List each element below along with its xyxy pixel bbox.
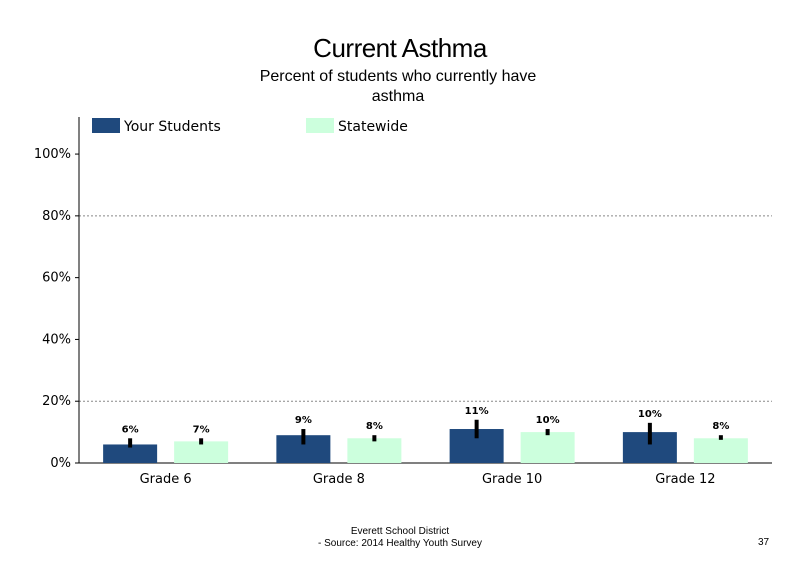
y-tick-label: 100% xyxy=(34,147,71,162)
footer-source: - Source: 2014 Healthy Youth Survey xyxy=(318,538,482,549)
bar-statewide xyxy=(347,438,402,463)
data-label: 9% xyxy=(295,415,312,426)
data-label: 8% xyxy=(712,421,729,432)
bar-statewide xyxy=(693,438,748,463)
y-tick-label: 20% xyxy=(42,394,71,409)
x-category-label: Grade 12 xyxy=(655,472,715,487)
x-category-label: Grade 6 xyxy=(140,472,192,487)
data-label: 10% xyxy=(638,409,662,420)
data-label: 8% xyxy=(366,421,383,432)
x-category-label: Grade 10 xyxy=(482,472,542,487)
data-label: 7% xyxy=(193,424,210,435)
legend-label: Your Students xyxy=(123,119,221,135)
footer-district: Everett School District xyxy=(350,526,450,537)
x-category-label: Grade 8 xyxy=(313,472,365,487)
bar-statewide xyxy=(520,432,575,463)
legend-swatch xyxy=(306,118,334,133)
page-number: 37 xyxy=(758,537,770,548)
chart-subtitle: Percent of students who currently have a… xyxy=(259,68,537,105)
y-tick-label: 0% xyxy=(50,456,71,471)
chart-title: Current Asthma xyxy=(313,33,487,63)
bar-your-students xyxy=(103,444,158,463)
y-tick-label: 80% xyxy=(42,209,71,224)
data-label: 11% xyxy=(465,406,489,417)
legend-label: Statewide xyxy=(338,119,408,135)
y-tick-label: 60% xyxy=(42,271,71,286)
y-tick-label: 40% xyxy=(42,332,71,347)
legend-swatch xyxy=(92,118,120,133)
data-label: 10% xyxy=(536,415,560,426)
bar-statewide xyxy=(174,441,229,463)
data-label: 6% xyxy=(122,424,139,435)
